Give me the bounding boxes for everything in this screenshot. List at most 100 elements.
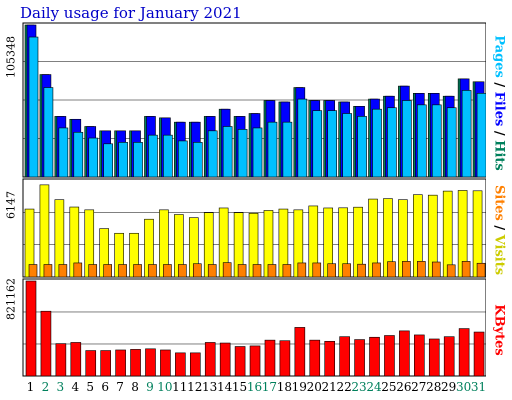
day-label: 18 (277, 380, 292, 394)
mid-panel-legend: Sites / Visits (486, 182, 512, 277)
day-label: 20 (307, 380, 322, 394)
sites-bar (431, 261, 441, 278)
pages-bar (148, 134, 158, 178)
sites-bar (446, 264, 456, 278)
kbytes-bar (399, 330, 410, 377)
day-label: 30 (456, 380, 471, 394)
pages-bar (312, 110, 323, 178)
visits-bar (39, 184, 50, 278)
day-label: 6 (101, 380, 109, 394)
legend-kbytes: KBytes (491, 303, 507, 356)
kbytes-bar (160, 349, 171, 377)
sites-bar (28, 264, 38, 278)
kbytes-bar (85, 350, 97, 377)
kbytes-bar (25, 280, 37, 377)
sites-bar (43, 264, 53, 278)
sites-bar (192, 263, 202, 278)
kbytes-bar (145, 348, 156, 377)
kbytes-bar (428, 338, 440, 377)
sites-bar (461, 261, 471, 278)
sites-bar (402, 261, 411, 278)
pages-bar (357, 116, 367, 178)
kbytes-bar (473, 331, 485, 377)
sites-bar (342, 263, 351, 278)
top-panel-legend: Pages / Files / Hits (486, 28, 512, 178)
sites-bar (178, 264, 187, 278)
pages-bar (118, 142, 128, 178)
kbytes-bar (40, 310, 52, 377)
kbytes-bar (219, 342, 231, 377)
day-label: 11 (172, 380, 187, 394)
day-label: 24 (366, 380, 382, 394)
pages-bar (178, 140, 188, 178)
sites-bar (88, 264, 98, 278)
day-label: 29 (441, 380, 456, 394)
pages-bar (402, 100, 412, 178)
pages-bar (88, 137, 99, 178)
pages-bar (446, 107, 457, 178)
day-label: 10 (157, 380, 172, 394)
day-label: 31 (471, 380, 486, 394)
sites-bar (327, 263, 337, 278)
kbytes-bar (458, 328, 470, 377)
sites-bar (297, 262, 307, 278)
day-label: 28 (426, 380, 441, 394)
pages-bar (73, 131, 84, 178)
sites-bar (267, 264, 277, 278)
pages-bar (461, 90, 472, 178)
day-label: 12 (187, 380, 202, 394)
kbytes-bar (100, 350, 111, 377)
day-label: 16 (247, 380, 262, 394)
kbytes-bar (55, 343, 67, 377)
sites-bar (58, 264, 68, 278)
day-label: 23 (351, 380, 366, 394)
day-label: 21 (322, 380, 337, 394)
legend-sep-1: / (491, 82, 507, 88)
day-label: 15 (232, 380, 247, 394)
pages-bar (207, 130, 218, 178)
pages-bar (103, 143, 113, 178)
day-label: 3 (57, 380, 65, 394)
sites-bar (118, 264, 127, 278)
pages-bar (252, 127, 263, 178)
pages-bar (163, 134, 173, 178)
sites-bar (282, 264, 292, 278)
kbytes-bar (279, 340, 291, 377)
kbytes-bar (264, 339, 276, 377)
kbytes-bar (339, 336, 350, 377)
pages-bar (297, 98, 308, 178)
day-label: 19 (292, 380, 307, 394)
day-label: 1 (27, 380, 35, 394)
kbytes-bar (249, 345, 261, 377)
kbytes-bar (324, 340, 336, 377)
sites-bar (237, 264, 247, 278)
legend-sep-3: / (491, 224, 507, 230)
kbytes-bar (115, 349, 126, 377)
legend-sites: Sites (491, 184, 507, 221)
kbytes-bar (309, 339, 321, 377)
pages-bar (192, 142, 203, 178)
pages-bar (28, 36, 39, 178)
day-label: 26 (396, 380, 411, 394)
day-label: 27 (411, 380, 426, 394)
day-label: 9 (146, 380, 154, 394)
sites-bar (207, 264, 217, 278)
pages-bar (342, 113, 352, 178)
sites-bar (103, 264, 112, 278)
bot-panel-legend: KBytes (486, 282, 512, 377)
visits-bar (442, 190, 453, 278)
legend-sep-2: / (491, 130, 507, 136)
legend-files: Files (491, 91, 507, 127)
day-label: 5 (86, 380, 94, 394)
day-label: 14 (217, 380, 233, 394)
kbytes-bar (384, 335, 395, 377)
day-label: 17 (262, 380, 277, 394)
legend-visits: Visits (491, 234, 507, 275)
sites-bar (148, 264, 157, 278)
pages-bar (267, 121, 278, 178)
kbytes-bar (70, 342, 82, 377)
pages-bar (237, 129, 248, 178)
kbytes-bar (443, 336, 455, 377)
pages-bar (133, 142, 143, 178)
